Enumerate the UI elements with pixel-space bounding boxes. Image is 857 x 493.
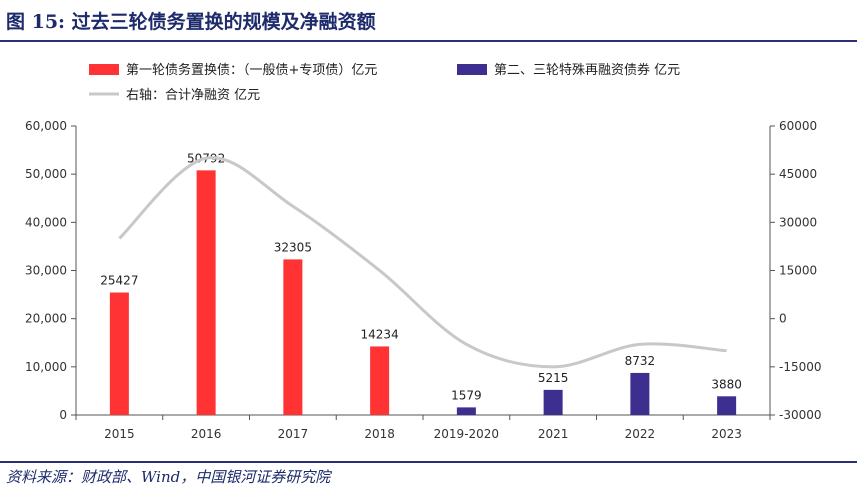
chart: 第一轮债务置换债：（一般债+专项债）亿元 第二、三轮特殊再融资债券 亿元右轴：合计… (25, 62, 822, 441)
bar (283, 259, 303, 415)
right-axis-tick-label: 60000 (779, 119, 817, 133)
right-axis-tick-label: 30000 (779, 215, 817, 229)
left-axis-tick-label: 20,000 (25, 312, 67, 326)
right-axis-tick-label: 45000 (779, 167, 817, 181)
bar (370, 346, 390, 415)
x-axis-tick-label: 2016 (191, 427, 222, 441)
x-axis-tick-label: 2019-2020 (434, 427, 499, 441)
bar (196, 170, 216, 415)
title-bar: 图 15: 过去三轮债务置换的规模及净融资额 (0, 0, 857, 42)
figure-title: 图 15: 过去三轮债务置换的规模及净融资额 (6, 11, 376, 33)
left-axis-tick-label: 10,000 (25, 360, 67, 374)
left-axis-tick-label: 60,000 (25, 119, 67, 133)
left-axis-tick-label: 30,000 (25, 264, 67, 278)
bar (456, 407, 476, 415)
bar (109, 292, 129, 415)
right-axis-tick-label: 0 (779, 312, 787, 326)
left-axis-tick-label: 50,000 (25, 167, 67, 181)
bar (630, 372, 650, 415)
right-axis-tick-label: -15000 (779, 360, 822, 374)
legend-swatch-first-round (89, 64, 119, 75)
footer-divider (0, 461, 857, 463)
legend-swatch-special-refinancing (457, 64, 487, 75)
right-axis-tick-label: 15000 (779, 264, 817, 278)
x-axis-tick-label: 2017 (278, 427, 309, 441)
bar (543, 389, 563, 415)
legend: 第一轮债务置换债：（一般债+专项债）亿元 第二、三轮特殊再融资债券 亿元右轴：合计… (89, 62, 680, 103)
right-axis-tick-label: -30000 (779, 408, 822, 422)
source-note: 资料来源：财政部、Wind，中国银河证券研究院 (6, 468, 331, 486)
net-financing-line (118, 156, 727, 369)
left-axis-tick-label: 40,000 (25, 215, 67, 229)
legend-label-net-financing: 右轴：合计净融资 亿元 (126, 88, 260, 103)
x-axis-tick-label: 2018 (364, 427, 395, 441)
bar (717, 396, 737, 415)
legend-label-first-round: 第一轮债务置换债：（一般债+专项债）亿元 (126, 62, 377, 78)
data-label: 32305 (274, 240, 312, 254)
x-axis-tick-label: 2015 (104, 427, 135, 441)
data-label: 25427 (100, 274, 138, 288)
x-axis-tick-label: 2021 (538, 427, 569, 441)
data-label: 14234 (361, 327, 399, 341)
data-label: 3880 (711, 377, 742, 391)
data-label: 5215 (538, 371, 569, 385)
data-label: 8732 (625, 354, 656, 368)
legend-label-special-refinancing: 第二、三轮特殊再融资债券 亿元 (494, 62, 680, 78)
left-axis-tick-label: 0 (59, 408, 67, 422)
data-label: 1579 (451, 388, 482, 402)
x-axis-tick-label: 2023 (711, 427, 742, 441)
x-axis-tick-label: 2022 (625, 427, 656, 441)
